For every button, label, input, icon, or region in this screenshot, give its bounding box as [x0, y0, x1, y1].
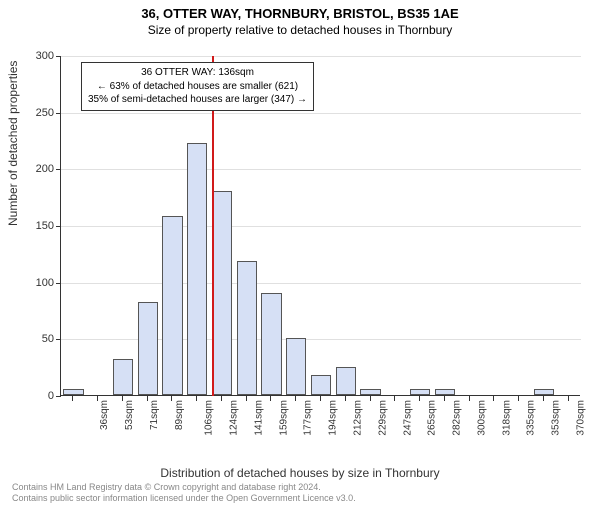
- x-tick-label: 177sqm: [303, 400, 314, 436]
- y-tick-label: 250: [24, 107, 54, 119]
- y-tick: [56, 283, 61, 284]
- y-axis-label: Number of detached properties: [6, 61, 20, 226]
- x-tick-label: 53sqm: [124, 400, 135, 430]
- x-tick: [122, 396, 123, 401]
- histogram-bar: [286, 338, 306, 395]
- annotation-line2: ← 63% of detached houses are smaller (62…: [88, 80, 307, 94]
- gridline: [61, 169, 581, 170]
- x-tick-label: 318sqm: [501, 400, 512, 436]
- x-tick: [345, 396, 346, 401]
- x-tick-label: 159sqm: [278, 400, 289, 436]
- histogram-bar: [187, 143, 207, 395]
- histogram-bar: [336, 367, 356, 395]
- x-tick-label: 212sqm: [353, 400, 364, 436]
- x-tick: [171, 396, 172, 401]
- gridline: [61, 283, 581, 284]
- x-tick: [444, 396, 445, 401]
- x-tick-label: 106sqm: [204, 400, 215, 436]
- x-tick-label: 265sqm: [427, 400, 438, 436]
- footer-line2: Contains public sector information licen…: [12, 493, 356, 504]
- annotation-box: 36 OTTER WAY: 136sqm← 63% of detached ho…: [81, 62, 314, 111]
- gridline: [61, 226, 581, 227]
- y-tick-label: 300: [24, 50, 54, 62]
- x-tick: [568, 396, 569, 401]
- x-tick: [246, 396, 247, 401]
- histogram-bar: [410, 389, 430, 395]
- x-tick-label: 300sqm: [476, 400, 487, 436]
- y-tick: [56, 226, 61, 227]
- histogram-bar: [212, 191, 232, 395]
- annotation-line3: 35% of semi-detached houses are larger (…: [88, 93, 307, 107]
- gridline: [61, 113, 581, 114]
- x-tick: [419, 396, 420, 401]
- x-tick-label: 282sqm: [452, 400, 463, 436]
- x-tick: [543, 396, 544, 401]
- histogram-bar: [311, 375, 331, 395]
- histogram-bar: [435, 389, 455, 395]
- y-tick-label: 100: [24, 277, 54, 289]
- chart-title-main: 36, OTTER WAY, THORNBURY, BRISTOL, BS35 …: [0, 6, 600, 21]
- histogram-bar: [113, 359, 133, 395]
- x-tick-label: 370sqm: [575, 400, 586, 436]
- histogram-bar: [63, 389, 83, 395]
- x-tick: [370, 396, 371, 401]
- chart-area: 36 OTTER WAY: 136sqm← 63% of detached ho…: [60, 56, 580, 436]
- x-tick-label: 353sqm: [551, 400, 562, 436]
- x-tick-label: 229sqm: [377, 400, 388, 436]
- footer-attribution: Contains HM Land Registry data © Crown c…: [12, 482, 356, 504]
- x-axis-label: Distribution of detached houses by size …: [0, 466, 600, 480]
- y-tick: [56, 169, 61, 170]
- x-tick-label: 124sqm: [229, 400, 240, 436]
- x-tick-label: 335sqm: [526, 400, 537, 436]
- x-tick-label: 36sqm: [99, 400, 110, 430]
- y-tick-label: 50: [24, 333, 54, 345]
- x-tick: [72, 396, 73, 401]
- x-tick-label: 247sqm: [402, 400, 413, 436]
- x-tick-label: 71sqm: [149, 400, 160, 430]
- x-tick: [97, 396, 98, 401]
- y-tick-label: 0: [24, 390, 54, 402]
- x-tick: [518, 396, 519, 401]
- footer-line1: Contains HM Land Registry data © Crown c…: [12, 482, 356, 493]
- y-tick: [56, 56, 61, 57]
- y-tick: [56, 113, 61, 114]
- x-tick-label: 141sqm: [254, 400, 265, 436]
- x-tick: [320, 396, 321, 401]
- histogram-bar: [237, 261, 257, 395]
- x-tick: [147, 396, 148, 401]
- y-tick: [56, 339, 61, 340]
- y-tick: [56, 396, 61, 397]
- x-tick: [295, 396, 296, 401]
- histogram-bar: [261, 293, 281, 395]
- histogram-bar: [534, 389, 554, 395]
- chart-title-sub: Size of property relative to detached ho…: [0, 23, 600, 37]
- x-tick: [394, 396, 395, 401]
- histogram-bar: [360, 389, 380, 395]
- y-tick-label: 150: [24, 220, 54, 232]
- x-tick: [270, 396, 271, 401]
- annotation-line1: 36 OTTER WAY: 136sqm: [88, 66, 307, 80]
- x-tick: [196, 396, 197, 401]
- plot-area: 36 OTTER WAY: 136sqm← 63% of detached ho…: [60, 56, 580, 396]
- x-tick-label: 194sqm: [328, 400, 339, 436]
- x-tick-label: 89sqm: [174, 400, 185, 430]
- x-tick: [469, 396, 470, 401]
- x-tick: [221, 396, 222, 401]
- x-tick: [493, 396, 494, 401]
- gridline: [61, 56, 581, 57]
- histogram-bar: [138, 302, 158, 395]
- y-tick-label: 200: [24, 163, 54, 175]
- histogram-bar: [162, 216, 182, 395]
